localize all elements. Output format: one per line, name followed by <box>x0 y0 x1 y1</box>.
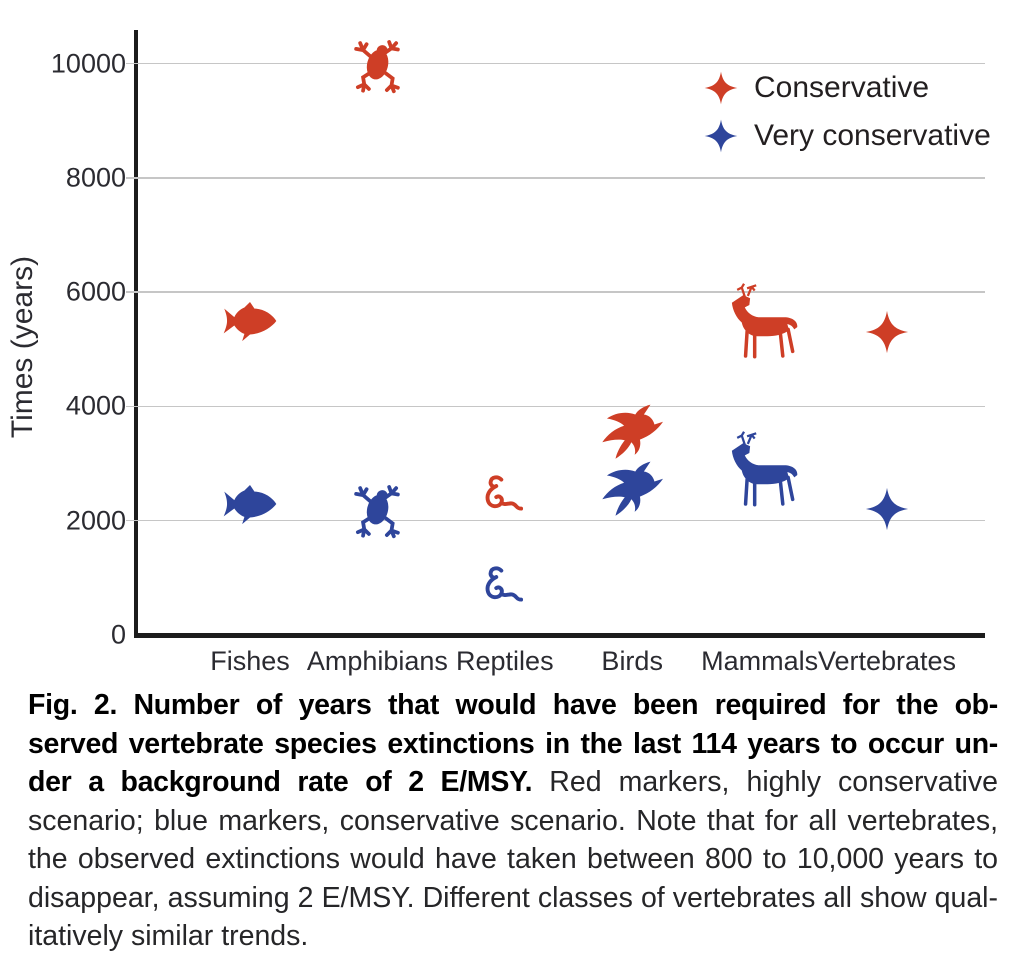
marker-snake-conservative <box>482 467 528 529</box>
x-category-label-vertebrates: Vertebrates <box>817 646 957 676</box>
gridline-10000 <box>126 62 985 65</box>
y-tick-label-2000: 2000 <box>65 505 126 536</box>
star-icon <box>704 118 738 154</box>
legend-label: Conservative <box>754 71 930 104</box>
marker-bird-conservative <box>595 402 669 468</box>
marker-bird-very-conservative <box>595 459 669 525</box>
caption-line: itatively similar trends. <box>28 920 309 952</box>
marker-fish-conservative <box>207 293 293 349</box>
marker-frog-very-conservative <box>348 479 406 539</box>
star-icon <box>704 70 738 106</box>
x-category-label-amphibians: Amphibians <box>306 646 448 676</box>
caption-line: the observed extinctions would have take… <box>28 843 998 875</box>
y-axis-line <box>134 30 138 637</box>
y-tick-label-10000: 10000 <box>50 48 126 78</box>
marker-star-very-conservative <box>865 487 909 531</box>
caption-line: Fig. 2. Number of years that would have … <box>28 689 998 721</box>
scatter-chart: Times (years) Conservative Very conserva… <box>6 30 991 676</box>
caption-line: disappear, assuming 2 E/MSY. Different c… <box>28 881 998 914</box>
caption-line: scenario; blue markers, conservative sce… <box>28 804 998 837</box>
gridline-2000 <box>126 519 985 522</box>
marker-snake-very-conservative <box>482 558 528 620</box>
figure-caption: Fig. 2. Number of years that would have … <box>28 686 998 956</box>
legend-item-conservative: Conservative <box>704 64 991 112</box>
y-tick-label-4000: 4000 <box>65 390 126 421</box>
y-tick-label-6000: 6000 <box>65 276 126 307</box>
marker-star-conservative <box>865 310 909 354</box>
x-category-label-fishes: Fishes <box>210 646 290 676</box>
marker-frog-conservative <box>348 34 406 94</box>
legend-label: Very conservative <box>754 119 991 152</box>
caption-line: der a background rate of 2 E/MSY. Red ma… <box>28 766 998 798</box>
gridline-4000 <box>126 405 985 408</box>
y-axis-title: Times (years) <box>6 255 39 439</box>
marker-fish-very-conservative <box>207 476 293 532</box>
marker-deer-very-conservative <box>722 430 798 508</box>
x-category-label-birds: Birds <box>601 646 663 676</box>
x-category-label-mammals: Mammals <box>701 646 819 676</box>
gridline-8000 <box>126 177 985 179</box>
marker-deer-conservative <box>722 282 798 360</box>
y-tick-label-8000: 8000 <box>65 162 126 193</box>
y-tick-label-0: 0 <box>110 619 126 650</box>
gridline-6000 <box>126 291 985 293</box>
x-axis-line <box>134 633 985 638</box>
chart-legend: Conservative Very conservative <box>704 64 991 160</box>
caption-line: served vertebrate species extinctions in… <box>28 727 998 760</box>
legend-item-very-conservative: Very conservative <box>704 112 991 160</box>
x-category-label-reptiles: Reptiles <box>456 646 554 676</box>
